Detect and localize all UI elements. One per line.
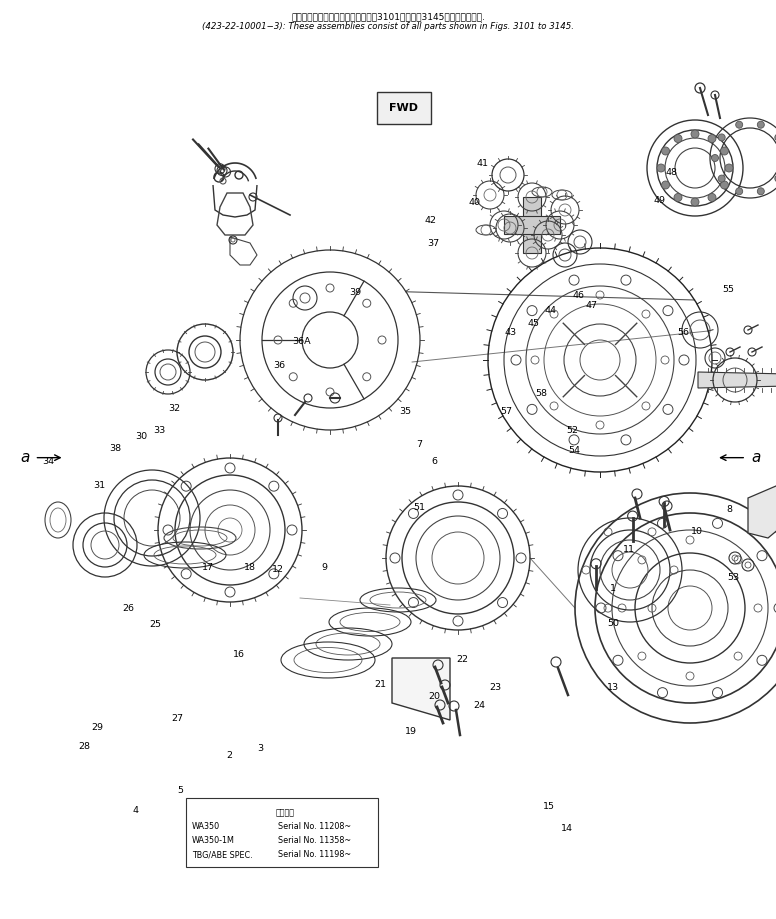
Polygon shape xyxy=(504,216,560,234)
Text: Serial No. 11198~: Serial No. 11198~ xyxy=(278,850,351,859)
Text: 適用号第: 適用号第 xyxy=(276,808,295,817)
Text: 2: 2 xyxy=(226,751,232,760)
Text: Serial No. 11208~: Serial No. 11208~ xyxy=(278,822,351,831)
Text: 24: 24 xyxy=(473,701,486,710)
Text: 30: 30 xyxy=(135,432,147,441)
Text: 45: 45 xyxy=(528,319,540,328)
Text: 9: 9 xyxy=(321,563,327,573)
Text: 43: 43 xyxy=(504,328,517,337)
FancyBboxPatch shape xyxy=(377,92,431,124)
Text: 25: 25 xyxy=(149,620,161,630)
Text: 16: 16 xyxy=(233,650,245,659)
Circle shape xyxy=(712,154,719,162)
Text: 38: 38 xyxy=(109,444,121,453)
Text: 31: 31 xyxy=(93,481,106,490)
Text: 46: 46 xyxy=(572,291,584,301)
Text: 26: 26 xyxy=(122,604,134,613)
Circle shape xyxy=(691,198,699,206)
Text: (423-22-10001−3): These assemblies consist of all parts shown in Figs. 3101 to 3: (423-22-10001−3): These assemblies consi… xyxy=(202,22,574,31)
Text: 17: 17 xyxy=(202,563,214,573)
Circle shape xyxy=(718,176,726,182)
Text: 1: 1 xyxy=(610,584,616,593)
Circle shape xyxy=(674,134,682,142)
Text: 11: 11 xyxy=(622,545,635,554)
Text: 52: 52 xyxy=(566,425,579,435)
Text: WA350-1M: WA350-1M xyxy=(192,836,235,845)
Text: TBG/ABE SPEC.: TBG/ABE SPEC. xyxy=(192,850,253,859)
Text: 5: 5 xyxy=(177,786,183,795)
Text: 42: 42 xyxy=(424,216,437,225)
Text: 28: 28 xyxy=(78,742,90,751)
Text: 51: 51 xyxy=(413,503,425,512)
Circle shape xyxy=(708,193,716,201)
Text: 19: 19 xyxy=(405,727,417,736)
Circle shape xyxy=(718,134,726,141)
Text: これらのアセンブリの構成部品は第3101図から第3145図まで含みます.: これらのアセンブリの構成部品は第3101図から第3145図まで含みます. xyxy=(291,12,485,21)
Text: Serial No. 11358~: Serial No. 11358~ xyxy=(278,836,351,845)
Polygon shape xyxy=(392,658,450,720)
Text: FWD: FWD xyxy=(390,103,418,113)
Text: 3: 3 xyxy=(257,743,263,753)
Text: 32: 32 xyxy=(168,404,181,414)
Circle shape xyxy=(720,147,729,155)
Text: 6: 6 xyxy=(431,457,438,466)
Circle shape xyxy=(736,121,743,129)
Text: 53: 53 xyxy=(727,573,740,582)
Polygon shape xyxy=(698,372,776,388)
Circle shape xyxy=(674,193,682,201)
Circle shape xyxy=(774,134,776,141)
Text: 23: 23 xyxy=(489,683,501,692)
Text: 37: 37 xyxy=(427,239,439,248)
Text: 58: 58 xyxy=(535,389,548,398)
Text: 56: 56 xyxy=(677,328,689,337)
Text: 4: 4 xyxy=(133,806,139,815)
Circle shape xyxy=(657,164,665,172)
Text: 7: 7 xyxy=(416,440,422,449)
Text: 49: 49 xyxy=(653,196,666,205)
Text: 55: 55 xyxy=(722,285,734,294)
Text: 20: 20 xyxy=(428,692,441,701)
Text: 40: 40 xyxy=(469,198,481,207)
Text: 57: 57 xyxy=(500,407,512,416)
Text: 33: 33 xyxy=(153,425,165,435)
Circle shape xyxy=(662,147,670,155)
Circle shape xyxy=(691,130,699,138)
Text: 8: 8 xyxy=(726,505,733,514)
Circle shape xyxy=(757,187,764,195)
Circle shape xyxy=(774,176,776,182)
Text: 54: 54 xyxy=(568,446,580,455)
Text: 36A: 36A xyxy=(292,337,310,346)
Circle shape xyxy=(725,164,733,172)
Text: 48: 48 xyxy=(665,168,677,177)
Circle shape xyxy=(736,187,743,195)
Text: a: a xyxy=(751,450,760,465)
Text: 22: 22 xyxy=(456,655,469,664)
Circle shape xyxy=(708,134,716,142)
Text: 47: 47 xyxy=(585,301,598,310)
Text: 35: 35 xyxy=(399,407,411,416)
Circle shape xyxy=(662,181,670,189)
Text: 34: 34 xyxy=(42,457,54,466)
Text: 36: 36 xyxy=(273,361,286,370)
Circle shape xyxy=(757,121,764,129)
Text: 44: 44 xyxy=(545,306,557,315)
Text: 21: 21 xyxy=(374,680,386,689)
Text: 13: 13 xyxy=(607,683,619,692)
Text: 39: 39 xyxy=(349,288,362,297)
Text: 27: 27 xyxy=(171,714,183,723)
Text: 50: 50 xyxy=(607,618,619,628)
Circle shape xyxy=(720,181,729,189)
Text: 12: 12 xyxy=(272,565,284,574)
Text: 29: 29 xyxy=(91,723,103,732)
Text: 41: 41 xyxy=(476,159,489,168)
Text: 15: 15 xyxy=(543,802,556,811)
Polygon shape xyxy=(523,197,541,253)
Text: WA350: WA350 xyxy=(192,822,220,831)
Text: 10: 10 xyxy=(691,527,703,536)
Text: 14: 14 xyxy=(560,824,573,834)
Polygon shape xyxy=(748,483,776,538)
Text: a: a xyxy=(20,450,29,465)
Text: 18: 18 xyxy=(244,563,256,573)
